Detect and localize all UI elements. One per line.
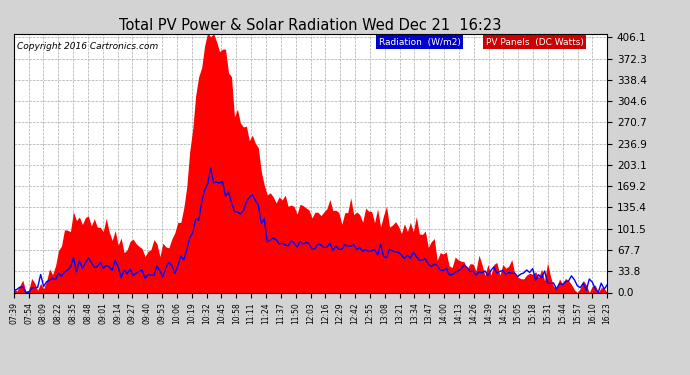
Text: Copyright 2016 Cartronics.com: Copyright 2016 Cartronics.com bbox=[17, 42, 158, 51]
Title: Total PV Power & Solar Radiation Wed Dec 21  16:23: Total PV Power & Solar Radiation Wed Dec… bbox=[119, 18, 502, 33]
Text: Radiation  (W/m2): Radiation (W/m2) bbox=[379, 38, 461, 46]
Text: PV Panels  (DC Watts): PV Panels (DC Watts) bbox=[486, 38, 584, 46]
